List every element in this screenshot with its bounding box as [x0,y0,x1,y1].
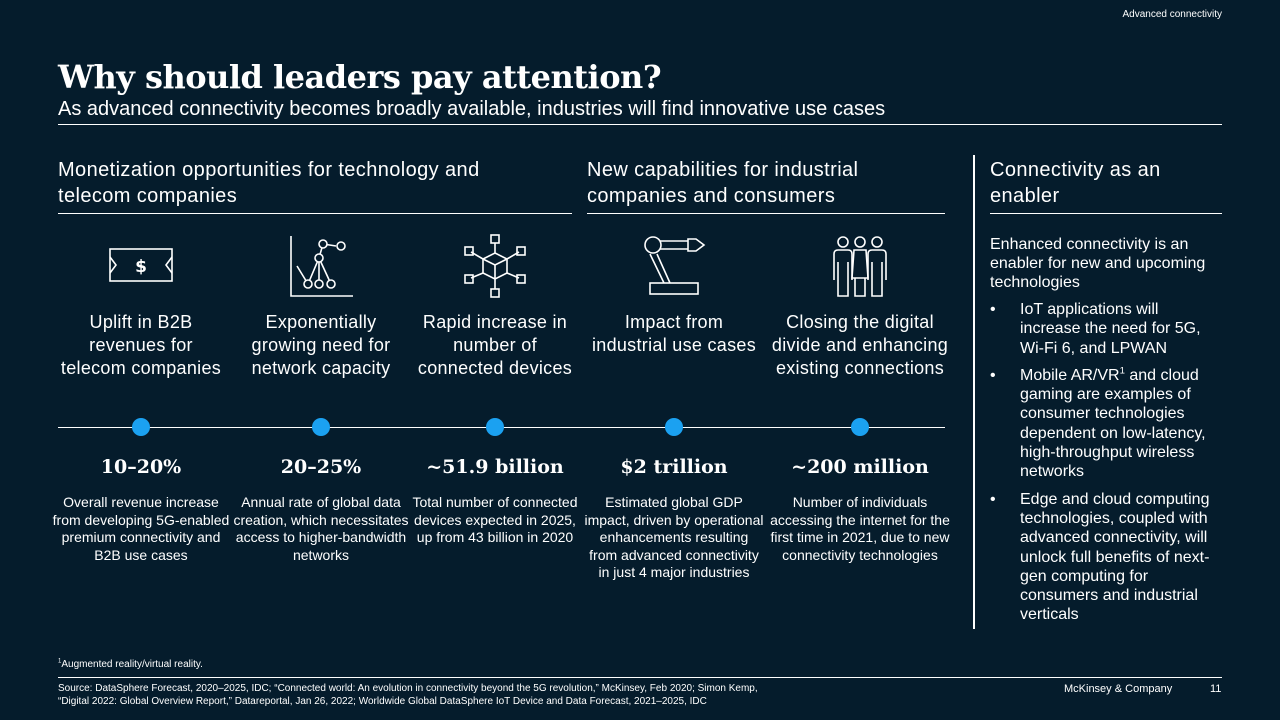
section-divider-monetization [58,213,572,214]
section-heading-capabilities: New capabilities for industrial companie… [587,159,859,207]
source-line-2: “Digital 2022: Global Overview Report,” … [58,695,707,707]
people-group-icon [820,232,900,302]
stat-value-digital-divide: ~200 million [791,456,929,478]
bullet-text: Edge and cloud computing technologies, c… [1020,490,1210,624]
header-divider [58,124,1222,125]
section-divider-capabilities [587,213,945,214]
stat-value-b2b: 10–20% [100,456,182,478]
card-label-devices: Rapid increase in number of connected de… [417,312,573,378]
bullet-marker: • [990,301,996,318]
stat-value-industrial: $2 trillion [620,456,728,478]
stat-desc-devices: Total number of connected devices expect… [412,494,578,545]
timeline-dot [851,418,869,436]
stat-value-devices: ~51.9 billion [426,456,564,478]
column-separator [973,155,975,629]
bullet-marker: • [990,490,996,508]
card-label-capacity: Exponentially growing need for network c… [251,312,391,378]
card-label-b2b: Uplift in B2B revenues for telecom compa… [60,312,222,378]
svg-text:$: $ [135,257,147,277]
robot-arm-icon [634,232,714,302]
enabler-bullet-edge: • Edge and cloud computing technologies,… [990,490,1222,625]
timeline-dot [665,418,683,436]
footnote: 1Augmented reality/virtual reality. [58,659,203,670]
dollar-bill-icon: $ [101,232,181,302]
enabler-bullet-iot: • IoT applications will increase the nee… [990,300,1222,358]
timeline-dot [312,418,330,436]
timeline-dot [486,418,504,436]
footer-divider [58,677,1222,678]
bullet-text-post: and cloud gaming are examples of consume… [1020,366,1206,481]
stat-value-capacity: 20–25% [280,456,362,478]
section-heading-monetization: Monetization opportunities for technolog… [58,159,480,207]
section-heading-enabler: Connectivity as an enabler [990,159,1161,207]
connected-cube-icon [455,232,535,302]
footnote-text: Augmented reality/virtual reality. [61,659,203,670]
page-title: Why should leaders pay attention? [58,58,662,96]
brand-name: McKinsey & Company [1064,683,1173,695]
top-note: Advanced connectivity [1122,9,1222,20]
bullet-marker: • [990,366,996,384]
footnote-ref: 1 [1119,365,1125,377]
enabler-intro: Enhanced connectivity is an enabler for … [990,236,1206,291]
footnote-marker: 1 [58,658,62,665]
page-number: 11 [1210,683,1222,695]
growth-chart-icon [281,232,361,302]
source-line-1: Source: DataSphere Forecast, 2020–2025, … [58,683,758,694]
enabler-bullet-list: • IoT applications will increase the nee… [990,300,1222,633]
page-subtitle: As advanced connectivity becomes broadly… [58,98,886,120]
section-divider-enabler [990,213,1222,214]
stat-desc-capacity: Annual rate of global data creation, whi… [233,494,409,563]
timeline-dot [132,418,150,436]
enabler-bullet-arvr: • Mobile AR/VR1 and cloud gaming are exa… [990,366,1222,482]
bullet-text: IoT applications will increase the need … [1020,301,1201,357]
card-label-digital-divide: Closing the digital divide and enhancing… [771,312,949,378]
stat-desc-digital-divide: Number of individuals accessing the inte… [770,494,950,563]
stat-desc-b2b: Overall revenue increase from developing… [52,494,230,563]
stat-desc-industrial: Estimated global GDP impact, driven by o… [584,494,764,580]
source-note: Source: DataSphere Forecast, 2020–2025, … [58,683,858,708]
bullet-text-pre: Mobile AR/VR [1020,366,1120,384]
card-label-industrial: Impact from industrial use cases [591,312,757,355]
